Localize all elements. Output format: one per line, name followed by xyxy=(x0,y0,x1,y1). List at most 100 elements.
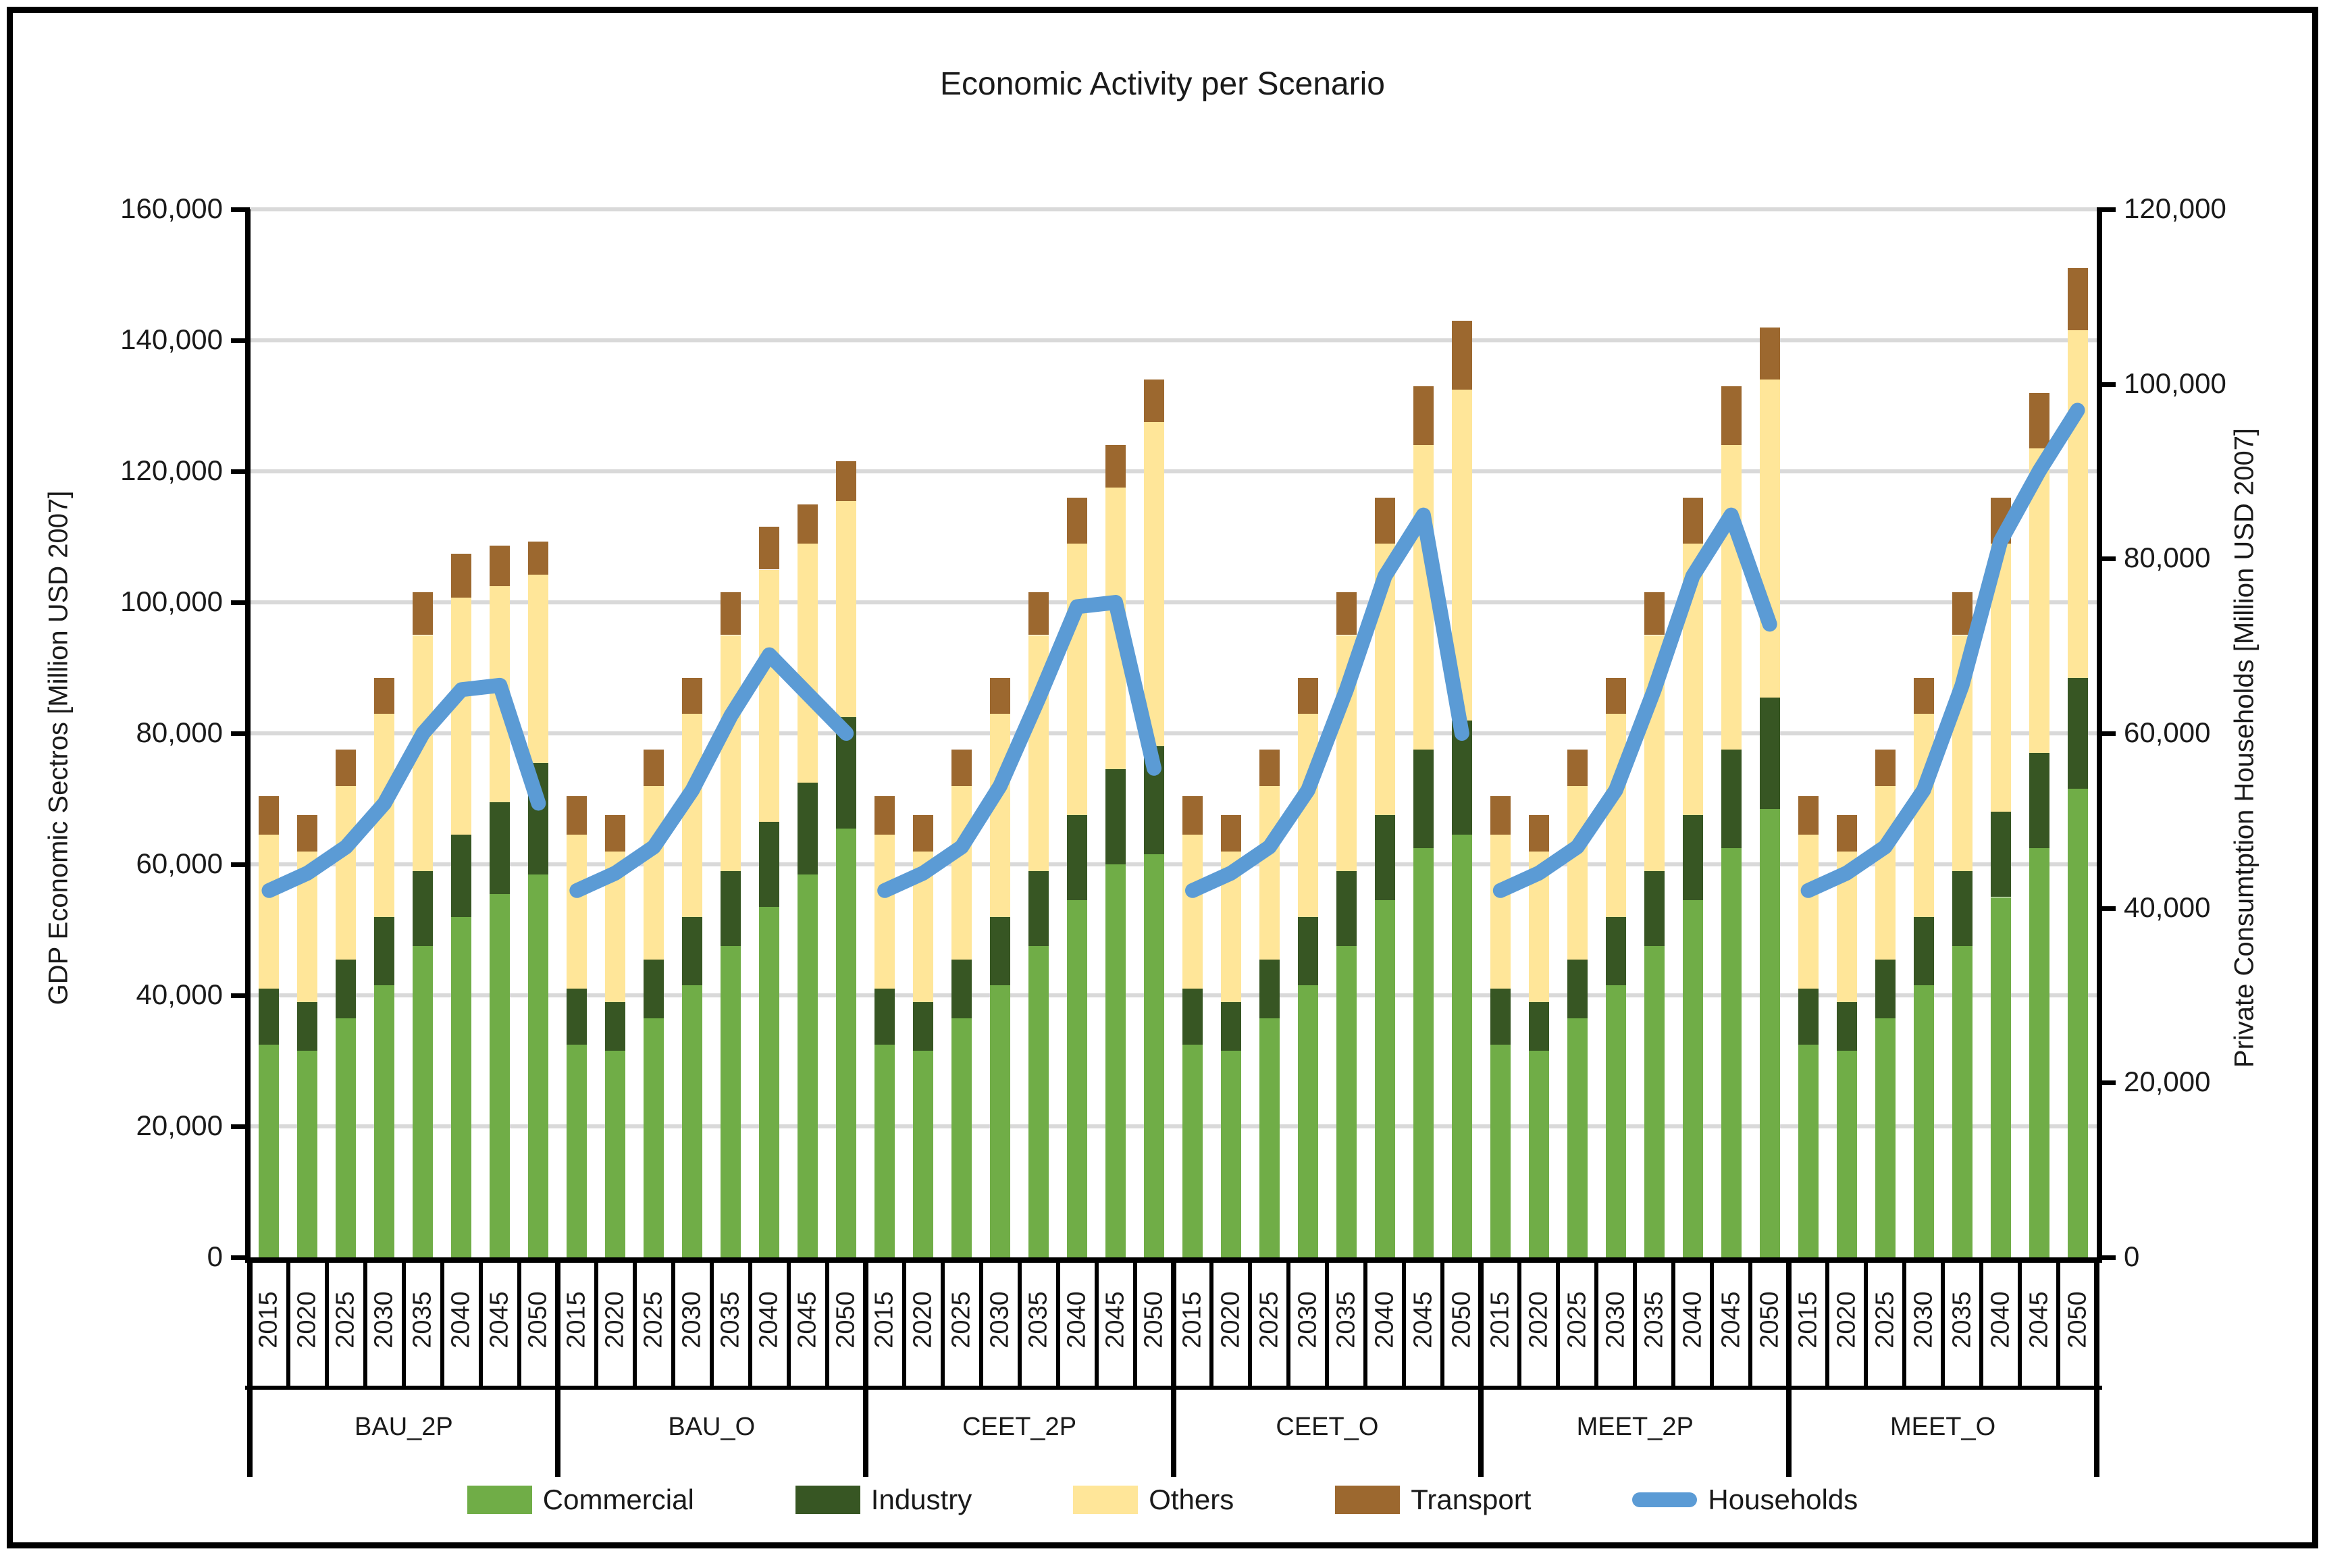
bar-segment-transport xyxy=(1952,592,1973,635)
bar-segment-industry xyxy=(374,916,395,986)
left-axis-tick-label: 20,000 xyxy=(136,1109,223,1141)
bar-segment-industry xyxy=(1567,959,1588,1018)
year-separator xyxy=(1594,1257,1599,1386)
bar-segment-transport xyxy=(990,677,1011,714)
year-label: 2030 xyxy=(677,1291,706,1349)
year-label: 2040 xyxy=(754,1291,783,1349)
bar-segment-transport xyxy=(259,796,280,835)
year-separator xyxy=(2018,1257,2022,1386)
year-label: 2045 xyxy=(1717,1291,1746,1349)
year-label: 2015 xyxy=(1486,1291,1515,1349)
bar-segment-others xyxy=(413,635,434,871)
bar-segment-others xyxy=(1451,389,1472,721)
bar-segment-transport xyxy=(2029,392,2049,449)
bar-segment-industry xyxy=(1028,870,1049,947)
right-axis-tick-label: 0 xyxy=(2124,1240,2140,1272)
legend-others-swatch xyxy=(1073,1486,1139,1514)
bar-segment-transport xyxy=(1490,796,1511,835)
bar-segment-industry xyxy=(1182,989,1203,1045)
bar-segment-transport xyxy=(1105,445,1126,488)
bar-segment-transport xyxy=(1297,677,1318,714)
bar-segment-others xyxy=(259,835,280,989)
year-label: 2020 xyxy=(292,1291,321,1349)
year-label: 2025 xyxy=(1255,1291,1284,1349)
scenario-label: MEET_O xyxy=(1889,1413,1996,1441)
group-separator xyxy=(1786,1257,1792,1477)
bar-segment-commercial xyxy=(1644,946,1665,1257)
bar-segment-transport xyxy=(2067,268,2088,331)
bar-segment-transport xyxy=(682,677,703,714)
year-separator xyxy=(1248,1257,1253,1386)
left-axis-line xyxy=(245,209,251,1263)
year-separator xyxy=(632,1257,637,1386)
bar-segment-industry xyxy=(1913,916,1934,986)
group-separator xyxy=(247,1257,253,1477)
year-separator xyxy=(1055,1257,1060,1386)
bar-segment-industry xyxy=(1875,959,1896,1018)
year-separator xyxy=(594,1257,598,1386)
left-axis-title: GDP Economic Sectros [Million USD 2007] xyxy=(43,490,74,1005)
right-axis-tick xyxy=(2097,731,2116,736)
year-separator xyxy=(1017,1257,1022,1386)
legend-item-commercial: Commercial xyxy=(467,1484,694,1516)
bar-segment-others xyxy=(990,713,1011,917)
bar-segment-commercial xyxy=(1682,900,1703,1257)
gridline xyxy=(250,338,2097,342)
year-separator xyxy=(786,1257,791,1386)
bar-segment-others xyxy=(721,635,741,871)
bar-segment-others xyxy=(1105,488,1126,770)
year-separator xyxy=(1402,1257,1407,1386)
bar-segment-others xyxy=(490,585,511,802)
bar-segment-others xyxy=(874,835,895,989)
year-label: 2015 xyxy=(254,1291,283,1349)
bar-segment-commercial xyxy=(567,1044,587,1257)
bar-segment-transport xyxy=(1220,815,1241,852)
year-separator xyxy=(478,1257,483,1386)
bar-segment-transport xyxy=(413,592,434,635)
bar-segment-others xyxy=(1067,543,1088,816)
bar-segment-industry xyxy=(1336,870,1357,947)
bar-segment-transport xyxy=(451,554,472,598)
right-axis-tick-label: 100,000 xyxy=(2124,367,2226,399)
left-axis-tick xyxy=(231,207,250,212)
bar-segment-others xyxy=(644,785,664,960)
bar-segment-transport xyxy=(1182,796,1203,835)
bar-segment-transport xyxy=(490,545,511,586)
bar-segment-transport xyxy=(1798,796,1819,835)
bar-segment-industry xyxy=(1798,989,1819,1045)
year-label: 2050 xyxy=(1755,1291,1784,1349)
bar-segment-commercial xyxy=(798,874,818,1257)
legend-households-swatch xyxy=(1632,1492,1698,1507)
group-separator xyxy=(1170,1257,1176,1477)
gridline xyxy=(250,207,2097,211)
year-label: 2050 xyxy=(523,1291,552,1349)
bar-segment-industry xyxy=(528,762,549,874)
year-separator xyxy=(1633,1257,1638,1386)
bar-segment-commercial xyxy=(1374,900,1395,1257)
legend-item-industry: Industry xyxy=(795,1484,972,1516)
right-axis-tick xyxy=(2097,556,2116,562)
year-label: 2015 xyxy=(562,1291,591,1349)
bar-segment-industry xyxy=(413,870,434,947)
year-label: 2025 xyxy=(1563,1291,1592,1349)
year-label: 2035 xyxy=(1332,1291,1361,1349)
year-separator xyxy=(401,1257,406,1386)
bar-segment-transport xyxy=(1644,592,1665,635)
group-separator xyxy=(1478,1257,1484,1477)
bar-segment-industry xyxy=(2029,753,2049,848)
year-separator xyxy=(1094,1257,1099,1386)
bar-segment-commercial xyxy=(1182,1044,1203,1257)
year-separator xyxy=(324,1257,329,1386)
left-axis-tick-label: 100,000 xyxy=(120,585,223,617)
group-separator xyxy=(862,1257,868,1477)
right-axis-tick xyxy=(2097,207,2116,212)
bar-segment-industry xyxy=(490,802,511,894)
bar-segment-commercial xyxy=(1721,847,1742,1257)
right-axis-tick xyxy=(2097,1080,2116,1086)
bar-segment-transport xyxy=(1259,750,1280,786)
bar-segment-industry xyxy=(1490,989,1511,1045)
bar-segment-commercial xyxy=(1413,847,1434,1257)
right-axis-tick-label: 40,000 xyxy=(2124,891,2211,923)
year-label: 2015 xyxy=(870,1291,899,1349)
left-axis-tick-label: 40,000 xyxy=(136,978,223,1010)
